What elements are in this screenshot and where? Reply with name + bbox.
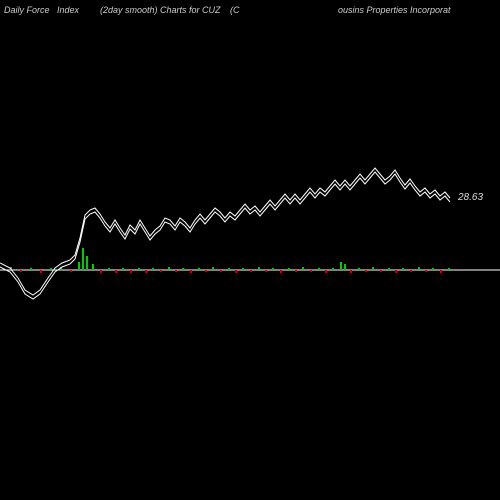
- chart-area: 28.63: [0, 20, 500, 490]
- chart-header: Daily Force Index (2day smooth) Charts f…: [0, 2, 500, 18]
- price-chart: [0, 20, 500, 490]
- title-bracket: (C: [230, 5, 240, 15]
- title-right: ousins Properties Incorporat: [338, 5, 451, 15]
- title-left: Daily Force Index: [4, 5, 79, 15]
- title-mid: (2day smooth) Charts for CUZ: [100, 5, 221, 15]
- current-price-label: 28.63: [458, 192, 483, 203]
